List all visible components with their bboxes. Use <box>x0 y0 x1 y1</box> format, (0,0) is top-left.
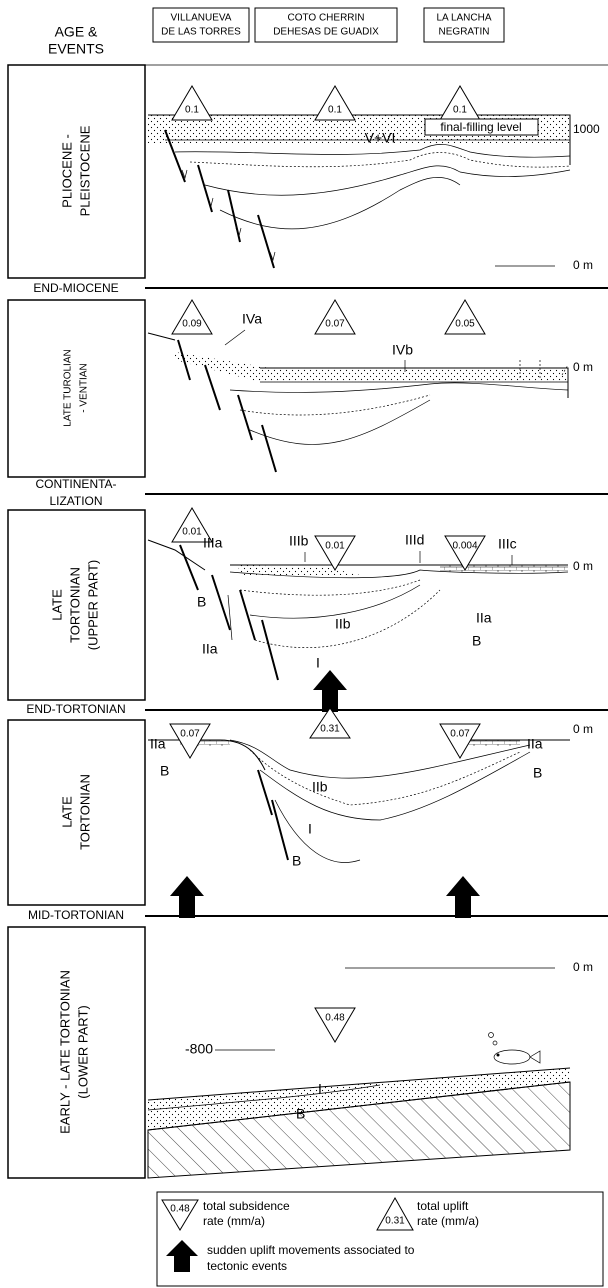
header-age: AGE & <box>55 24 98 40</box>
age: TORTONIAN <box>67 567 82 643</box>
legend-text: total uplift <box>417 1199 469 1213</box>
unit-label: B <box>472 633 481 649</box>
subsidence-rate: 0.07 <box>180 729 200 740</box>
subsidence-rate: 0.48 <box>325 1013 345 1024</box>
age: EARLY - LATE TORTONIAN <box>57 970 72 1134</box>
age: LATE <box>59 796 74 828</box>
legend-rate: 0.48 <box>170 1204 190 1215</box>
panel-turolian: 0.09 0.07 0.05 IVa IVb 0 m <box>148 300 593 472</box>
location: VILLANUEVA <box>171 13 232 24</box>
event: LIZATION <box>49 494 102 508</box>
legend: 0.48 total subsidence rate (mm/a) 0.31 t… <box>157 1192 603 1286</box>
depth-label: -800 <box>185 1041 213 1057</box>
age: PLIOCENE - <box>59 134 74 208</box>
depth-label: 0 m <box>573 559 593 573</box>
annotation: final-filling level <box>440 120 521 134</box>
unit-label: I <box>316 655 320 671</box>
age: - VENTIAN <box>79 363 90 412</box>
unit-label: IIId <box>405 532 424 548</box>
panel-upper-tortonian: 0.01 0.01 0.004 IIIa IIIb IIId IIIc 0 m … <box>148 508 593 712</box>
legend-text: sudden uplift movements associated to <box>207 1243 415 1257</box>
diagram: AGE & EVENTS VILLANUEVA DE LAS TORRES CO… <box>0 0 608 1288</box>
legend-text: tectonic events <box>207 1259 287 1273</box>
subsidence-rate: 0.01 <box>325 541 345 552</box>
header-age: EVENTS <box>48 41 104 57</box>
uplift-rate: 0.05 <box>455 319 475 330</box>
location: DEHESAS DE GUADIX <box>273 27 379 38</box>
unit-label: IIa <box>476 610 492 626</box>
unit-label: B <box>533 765 542 781</box>
unit-label: B <box>296 1106 305 1122</box>
unit-label: I <box>318 1081 322 1097</box>
location: NEGRATIN <box>439 27 490 38</box>
unit-label: IVa <box>242 311 262 327</box>
uplift-rate: 0.09 <box>182 319 202 330</box>
unit-label: IIb <box>335 616 351 632</box>
unit-label: IIIb <box>289 533 309 549</box>
depth-label: 0 m <box>573 360 593 374</box>
subsidence-rate: 0.07 <box>450 729 470 740</box>
depth-label: 0 m <box>573 722 593 736</box>
age: (LOWER PART) <box>75 1005 90 1098</box>
location: DE LAS TORRES <box>161 27 241 38</box>
unit-label: IIb <box>312 779 328 795</box>
unit-label: B <box>160 763 169 779</box>
panel-pliocene: 0.1 0.1 0.1 V+VI final-filling level 100… <box>148 86 600 272</box>
unit-label: I <box>308 821 312 837</box>
uplift-rate: 0.31 <box>320 724 340 735</box>
event: MID-TORTONIAN <box>28 908 124 922</box>
subsidence-rate: 0.004 <box>452 541 477 552</box>
header: AGE & EVENTS VILLANUEVA DE LAS TORRES CO… <box>48 8 504 57</box>
depth-label: 0 m <box>573 258 593 272</box>
uplift-rate: 0.01 <box>182 527 202 538</box>
unit-label: IIa <box>527 736 543 752</box>
location: COTO CHERRIN <box>287 13 364 24</box>
age: (UPPER PART) <box>85 560 100 651</box>
legend-text: rate (mm/a) <box>203 1214 265 1228</box>
unit-label: IIIa <box>203 535 223 551</box>
age: PLEISTOCENE <box>77 125 92 216</box>
uplift-rate: 0.1 <box>185 105 199 116</box>
depth-label: 1000 <box>573 122 600 136</box>
depth-label: 0 m <box>573 960 593 974</box>
unit-label: V+VI <box>365 130 396 146</box>
age: TORTONIAN <box>77 774 92 850</box>
location: LA LANCHA <box>436 13 491 24</box>
panel-late-tortonian: 0.07 0.31 0.07 0 m IIa IIa B B IIb I B <box>148 708 593 918</box>
uplift-rate: 0.1 <box>453 105 467 116</box>
uplift-rate: 0.1 <box>328 105 342 116</box>
unit-label: IIa <box>202 641 218 657</box>
legend-rate: 0.31 <box>385 1216 405 1227</box>
unit-label: IVb <box>392 342 413 358</box>
unit-label: B <box>197 594 206 610</box>
event: END-TORTONIAN <box>26 702 125 716</box>
event: CONTINENTA- <box>35 477 116 491</box>
event: END-MIOCENE <box>33 281 118 295</box>
unit-label: B <box>292 853 301 869</box>
uplift-rate: 0.07 <box>325 319 345 330</box>
unit-label: IIa <box>150 736 166 752</box>
unit-label: IIIc <box>498 536 517 552</box>
legend-text: total subsidence <box>203 1199 290 1213</box>
age: LATE <box>49 589 64 621</box>
legend-text: rate (mm/a) <box>417 1214 479 1228</box>
age: LATE TUROLIAN <box>63 349 74 426</box>
panel-early-tortonian: 0 m 0.48 -800 I B <box>148 960 593 1178</box>
